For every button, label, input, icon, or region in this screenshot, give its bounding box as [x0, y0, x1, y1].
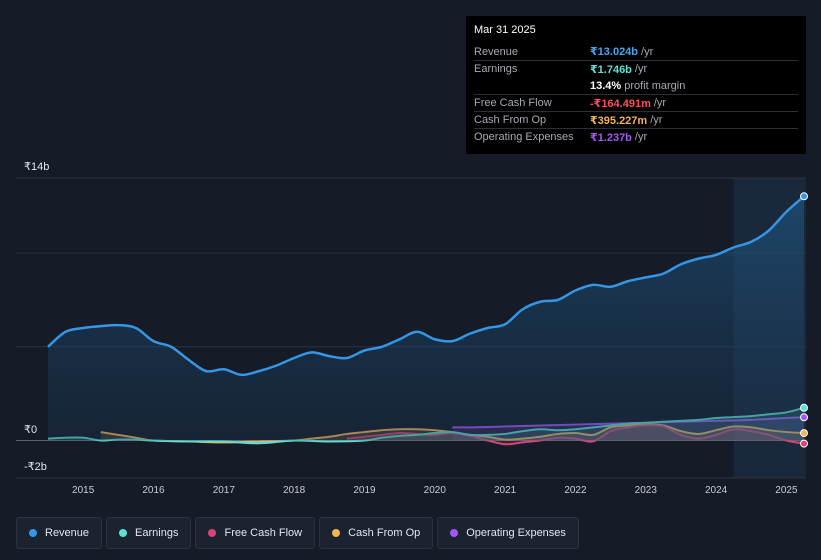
tooltip-label: Cash From Op [474, 114, 547, 126]
x-tick-label: 2020 [423, 485, 446, 496]
series-end-markers [800, 192, 808, 448]
tooltip-date: Mar 31 2025 [474, 24, 536, 36]
legend-dot-icon [450, 529, 459, 537]
tooltip-value: ₹13.024b [590, 46, 639, 58]
legend-dot-icon [29, 529, 37, 537]
operating-expenses-end-point [800, 413, 808, 422]
legend-item-operating-expenses[interactable]: Operating Expenses [437, 517, 579, 549]
tooltip-label: Operating Expenses [474, 131, 574, 143]
chart-area [16, 177, 808, 479]
legend-item-free-cash-flow[interactable]: Free Cash Flow [195, 517, 316, 549]
tooltip-row-revenue: Revenue ₹13.024b /yr [474, 43, 798, 60]
x-tick-label: 2016 [142, 485, 165, 496]
cash-from-op-end-point [800, 429, 808, 438]
x-tick-label: 2025 [775, 485, 798, 496]
tooltip-unit: profit margin [624, 79, 686, 92]
x-tick-label: 2015 [72, 485, 95, 496]
revenue-line [47, 195, 805, 377]
legend-dot-icon [332, 529, 341, 537]
tooltip-row-earnings: Earnings ₹1.746b /yr [474, 60, 798, 77]
tooltip-label: Revenue [474, 45, 519, 58]
x-tick-label: 2024 [704, 485, 728, 496]
data-tooltip: Mar 31 2025 Revenue ₹13.024b /yr Earning… [466, 16, 806, 154]
tooltip-row-opex: Operating Expenses ₹1.237b /yr [474, 128, 798, 145]
tooltip-value: -₹164.491m [590, 97, 651, 110]
tooltip-value: ₹395.227m [590, 114, 648, 127]
y-tick-label-bottom: -₹2b [24, 461, 47, 473]
legend-label: Revenue [45, 527, 90, 539]
legend-label: Earnings [135, 527, 179, 539]
tooltip-label: Free Cash Flow [474, 97, 552, 109]
legend-label: Free Cash Flow [224, 527, 303, 539]
free-cash-flow-end-point [800, 439, 808, 448]
chart-legend: Revenue Earnings Free Cash Flow Cash Fro… [16, 517, 579, 549]
earnings-end-point [800, 403, 808, 412]
tooltip-label: Earnings [474, 63, 518, 75]
tooltip-unit: /yr [634, 131, 648, 143]
y-tick-label-zero: ₹0 [24, 424, 38, 436]
legend-label: Cash From Op [348, 527, 421, 539]
tooltip-unit: /yr [650, 114, 663, 126]
tooltip-unit: /yr [634, 63, 648, 75]
x-tick-label: 2019 [353, 485, 376, 496]
legend-dot-icon [208, 529, 217, 537]
series-layer [47, 195, 805, 446]
revenue-end-point [800, 192, 808, 201]
x-tick-label: 2018 [283, 485, 306, 496]
x-tick-label: 2017 [212, 485, 235, 496]
x-tick-label: 2023 [634, 485, 657, 496]
legend-dot-icon [119, 529, 128, 537]
tooltip-unit: /yr [641, 45, 654, 58]
x-tick-label: 2021 [493, 485, 517, 496]
tooltip-value: ₹1.746b [590, 63, 632, 76]
tooltip-row-margin: 13.4% profit margin [474, 77, 798, 94]
x-tick-label: 2022 [564, 485, 587, 496]
tooltip-unit: /yr [653, 97, 667, 109]
tooltip-value: ₹1.237b [590, 131, 632, 144]
y-tick-label-top: ₹14b [24, 161, 50, 173]
tooltip-row-cfo: Cash From Op ₹395.227m /yr [474, 111, 798, 128]
revenue-area [48, 196, 804, 441]
legend-item-earnings[interactable]: Earnings [106, 517, 192, 549]
legend-label: Operating Expenses [466, 527, 566, 539]
tooltip-row-fcf: Free Cash Flow -₹164.491m /yr [474, 94, 798, 111]
legend-item-revenue[interactable]: Revenue [16, 517, 103, 549]
legend-item-cash-from-op[interactable]: Cash From Op [319, 517, 434, 549]
tooltip-value: 13.4% [590, 79, 622, 92]
